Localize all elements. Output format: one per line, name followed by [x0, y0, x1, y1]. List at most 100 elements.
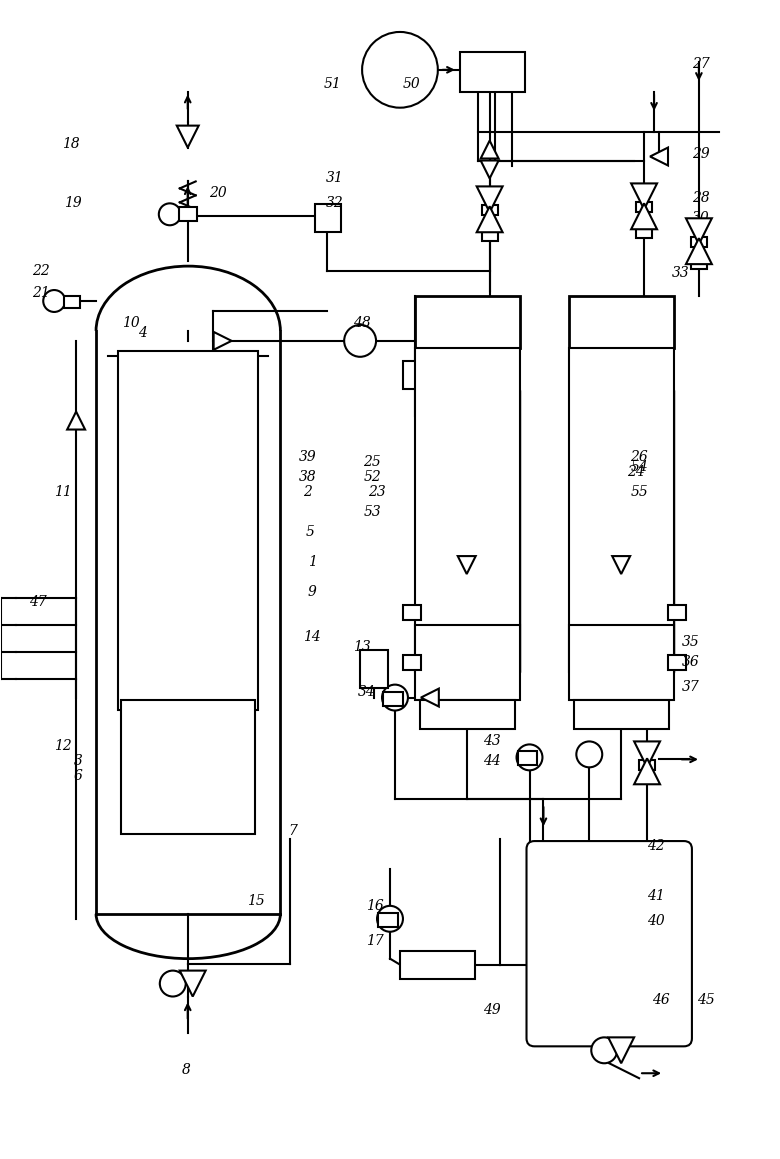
Polygon shape: [634, 742, 660, 767]
Text: 7: 7: [288, 824, 296, 838]
Polygon shape: [631, 183, 657, 210]
Text: 47: 47: [30, 595, 47, 608]
Text: 36: 36: [682, 655, 700, 669]
Polygon shape: [67, 411, 85, 430]
Bar: [403, 360, 427, 388]
Text: 30: 30: [692, 211, 710, 225]
Bar: [415, 389, 519, 672]
Text: 40: 40: [647, 913, 665, 928]
FancyBboxPatch shape: [526, 841, 692, 1047]
Circle shape: [576, 742, 602, 767]
Circle shape: [159, 203, 181, 225]
Polygon shape: [686, 218, 712, 245]
Text: 26: 26: [630, 451, 648, 465]
Text: 24: 24: [627, 466, 645, 480]
Text: 53: 53: [363, 505, 381, 519]
Bar: [668, 605, 686, 620]
Polygon shape: [177, 125, 199, 147]
Text: 44: 44: [483, 755, 501, 768]
Bar: [64, 296, 80, 308]
Text: 14: 14: [303, 629, 321, 643]
Text: 29: 29: [692, 146, 710, 161]
Circle shape: [591, 1037, 617, 1063]
Text: 48: 48: [353, 316, 371, 330]
Bar: [482, 229, 498, 241]
Text: 55: 55: [630, 486, 648, 500]
Text: 42: 42: [647, 839, 665, 853]
Text: 8: 8: [181, 1063, 190, 1077]
Bar: [574, 700, 669, 729]
Text: 25: 25: [363, 455, 381, 469]
Text: 46: 46: [652, 993, 670, 1007]
Bar: [415, 348, 519, 672]
Bar: [400, 950, 475, 978]
Text: 2: 2: [303, 486, 312, 500]
Text: 19: 19: [64, 196, 82, 210]
Bar: [668, 655, 686, 670]
Text: 10: 10: [122, 316, 140, 330]
Text: 27: 27: [692, 57, 710, 71]
Bar: [482, 205, 498, 216]
Circle shape: [344, 325, 376, 357]
Bar: [691, 238, 707, 247]
Text: 49: 49: [483, 1004, 501, 1018]
Polygon shape: [179, 970, 206, 997]
Bar: [518, 751, 537, 765]
Polygon shape: [686, 239, 712, 264]
Bar: [636, 226, 652, 239]
Bar: [569, 348, 674, 672]
Bar: [360, 650, 388, 687]
Polygon shape: [421, 688, 439, 707]
Bar: [420, 700, 515, 729]
Polygon shape: [631, 203, 657, 229]
Text: 28: 28: [692, 191, 710, 205]
Text: 37: 37: [682, 679, 700, 693]
Text: 20: 20: [209, 187, 226, 201]
Text: 54: 54: [630, 460, 648, 474]
Text: 18: 18: [62, 137, 80, 151]
Circle shape: [382, 685, 408, 710]
Text: 9: 9: [308, 585, 317, 599]
Polygon shape: [634, 758, 660, 785]
Text: 4: 4: [138, 326, 147, 340]
Polygon shape: [612, 556, 630, 574]
Polygon shape: [608, 1037, 634, 1063]
Bar: [415, 625, 519, 700]
Text: 13: 13: [353, 640, 371, 654]
Text: 35: 35: [682, 635, 700, 649]
Text: 51: 51: [324, 76, 341, 90]
Text: 39: 39: [299, 451, 316, 465]
Text: 45: 45: [697, 993, 714, 1007]
Circle shape: [43, 290, 66, 312]
Bar: [459, 52, 524, 92]
Text: 1: 1: [308, 555, 317, 569]
Text: 3: 3: [73, 755, 83, 768]
Text: 23: 23: [368, 486, 386, 500]
Bar: [403, 605, 421, 620]
Text: 52: 52: [363, 471, 381, 484]
Bar: [415, 296, 519, 348]
Text: 43: 43: [483, 735, 501, 749]
Text: 6: 6: [73, 770, 83, 783]
Bar: [639, 760, 655, 771]
Text: 15: 15: [246, 894, 264, 907]
Text: 16: 16: [366, 899, 384, 913]
Bar: [179, 207, 197, 221]
Text: 11: 11: [55, 486, 72, 500]
Text: 34: 34: [358, 685, 376, 699]
Circle shape: [377, 906, 403, 932]
Bar: [569, 296, 674, 348]
Bar: [378, 913, 398, 927]
Text: 32: 32: [326, 196, 344, 210]
Polygon shape: [480, 160, 498, 178]
Polygon shape: [477, 206, 502, 232]
Text: 21: 21: [33, 286, 50, 300]
Text: 38: 38: [299, 471, 316, 484]
Text: 33: 33: [672, 267, 690, 280]
Bar: [383, 692, 403, 706]
Text: 12: 12: [55, 739, 72, 753]
Bar: [315, 204, 341, 232]
Text: 50: 50: [403, 76, 420, 90]
Bar: [569, 389, 674, 672]
Text: 5: 5: [306, 525, 314, 539]
